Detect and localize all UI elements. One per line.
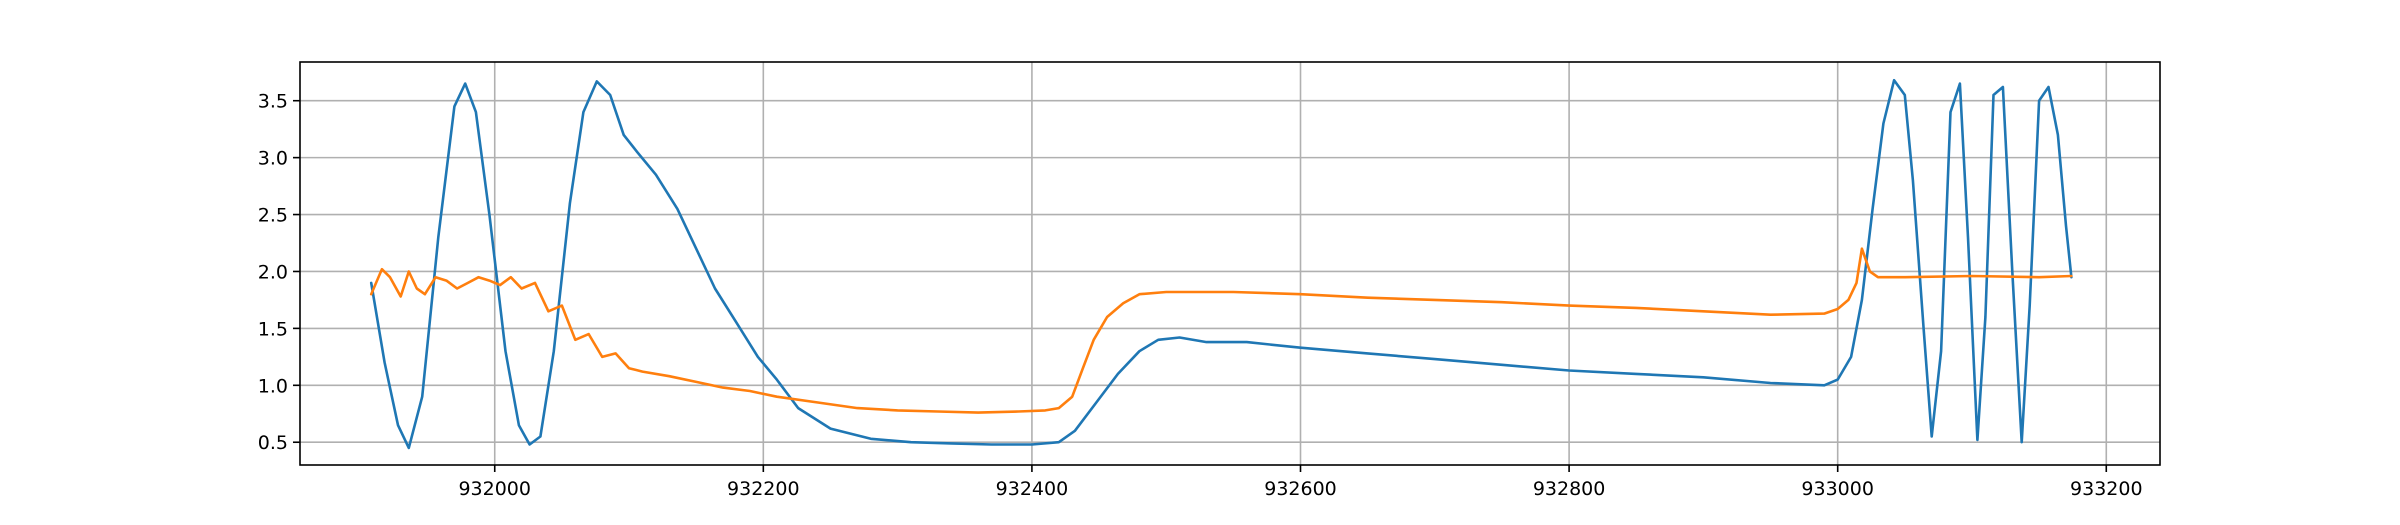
y-tick-labels: 0.5 1.0 1.5 2.0 2.5 3.0 3.5	[258, 91, 288, 455]
series-group	[369, 78, 2073, 450]
grid	[300, 62, 2160, 465]
x-tick-labels: 932000 932200 932400 932600 932800 933000 9332…	[458, 478, 2142, 500]
y-tick-label: 2.0	[258, 261, 288, 283]
y-tick-label: 1.5	[258, 318, 288, 340]
x-tick-label: 932400	[996, 478, 1069, 500]
x-tick-label: 932000	[458, 478, 531, 500]
y-tick-label: 1.0	[258, 375, 288, 397]
x-tick-label: 932800	[1533, 478, 1606, 500]
x-tick-label: 932600	[1264, 478, 1337, 500]
series-line-1	[369, 78, 2073, 450]
x-tick-label: 932200	[727, 478, 800, 500]
x-tick-label: 933000	[1801, 478, 1874, 500]
series-line-2	[369, 247, 2073, 414]
y-tick-label: 3.0	[258, 148, 288, 170]
y-tick-label: 0.5	[258, 432, 288, 454]
y-tick-label: 2.5	[258, 205, 288, 227]
tick-marks	[293, 99, 2108, 472]
plot-frame	[299, 61, 2161, 466]
x-tick-label: 933200	[2070, 478, 2143, 500]
y-tick-label: 3.5	[258, 91, 288, 113]
